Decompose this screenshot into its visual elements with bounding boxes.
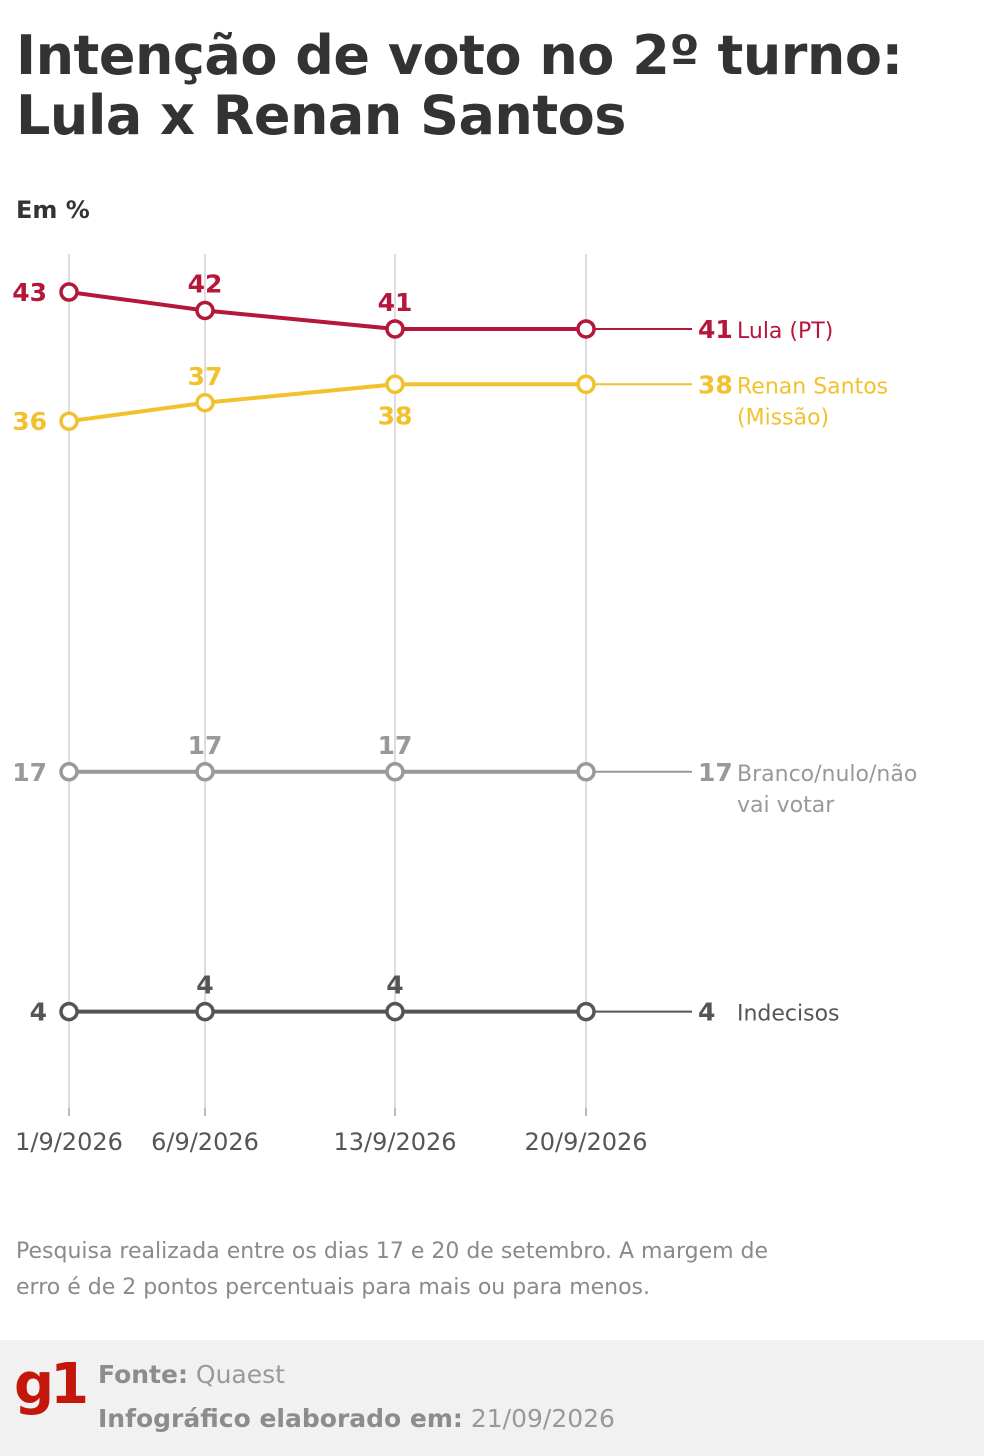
x-tick-label: 20/9/2026	[524, 1128, 647, 1156]
data-label-renan: 37	[188, 362, 223, 391]
data-point-renan	[385, 374, 405, 395]
series-name-branco: Branco/nulo/não	[737, 762, 917, 787]
methodology-note: Pesquisa realizada entre os dias 17 e 20…	[16, 1239, 769, 1300]
data-label-renan: 38	[378, 401, 413, 430]
date-line: Infográfico elaborado em: 21/09/2026	[98, 1404, 615, 1433]
data-point-renan	[195, 393, 215, 413]
g1-logo: g1	[14, 1352, 89, 1417]
data-label-indecisos: 4	[196, 971, 213, 1000]
data-point-branco	[195, 762, 215, 782]
source-label: Fonte:	[98, 1360, 188, 1389]
data-label-branco: 17	[378, 731, 413, 760]
end-value-renan: 38	[698, 370, 733, 399]
end-value-branco: 17	[698, 758, 733, 787]
data-label-renan: 36	[12, 407, 47, 436]
source-line: Fonte: Quaest	[98, 1360, 285, 1389]
x-tick-label: 6/9/2026	[151, 1128, 259, 1156]
data-label-indecisos: 4	[30, 998, 47, 1027]
data-point-lula	[576, 319, 596, 339]
date-label: Infográfico elaborado em:	[98, 1404, 463, 1433]
data-point-lula	[59, 282, 79, 302]
data-point-indecisos	[576, 1001, 596, 1022]
date-value: 21/09/2026	[470, 1404, 615, 1433]
series-name-renan: (Missão)	[737, 405, 829, 430]
data-point-branco	[576, 762, 596, 782]
data-label-indecisos: 4	[386, 971, 403, 1000]
data-point-renan	[59, 411, 79, 431]
source-value: Quaest	[195, 1360, 285, 1389]
data-label-branco: 17	[12, 758, 47, 787]
data-point-branco	[385, 762, 405, 782]
x-tick-label: 1/9/2026	[15, 1128, 123, 1156]
series-name-indecisos: Indecisos	[737, 1002, 840, 1027]
data-point-indecisos	[59, 1001, 79, 1022]
data-label-lula: 41	[378, 288, 413, 317]
series-name-lula: Lula (PT)	[737, 319, 833, 344]
data-point-lula	[195, 300, 215, 321]
series-line-lula	[68, 290, 586, 331]
series-line-renan	[68, 382, 586, 424]
chart-title: Intenção de voto no 2º turno: Lula x Ren…	[16, 24, 903, 147]
data-point-branco	[59, 762, 79, 782]
series-name-renan: Renan Santos	[737, 374, 888, 399]
x-tick-label: 13/9/2026	[333, 1128, 456, 1156]
data-label-lula: 43	[12, 278, 47, 307]
footer: g1 Fonte: Quaest Infográfico elaborado e…	[0, 1340, 984, 1456]
series-name-branco: vai votar	[737, 793, 835, 818]
end-value-lula: 41	[698, 315, 733, 344]
data-label-branco: 17	[188, 731, 223, 760]
data-label-lula: 42	[188, 270, 223, 299]
data-point-lula	[385, 319, 405, 339]
unit-label: Em %	[16, 196, 90, 224]
data-point-indecisos	[195, 1001, 215, 1022]
data-point-indecisos	[385, 1001, 405, 1022]
data-point-renan	[576, 374, 596, 395]
end-value-indecisos: 4	[698, 998, 715, 1027]
